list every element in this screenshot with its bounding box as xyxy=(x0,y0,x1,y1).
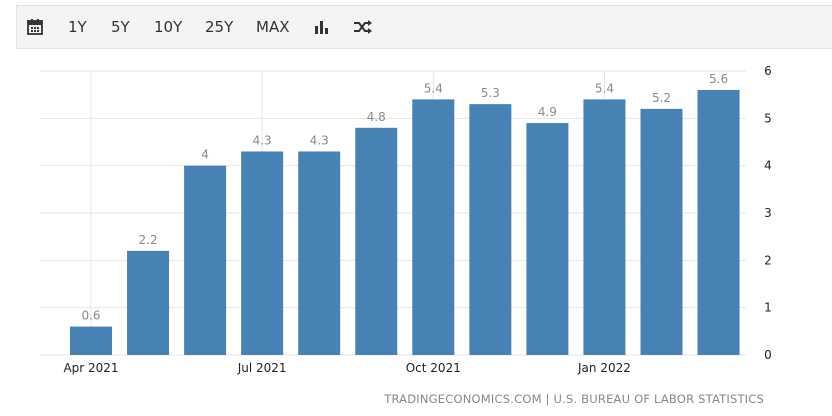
y-tick-label: 4 xyxy=(764,159,772,173)
bar xyxy=(640,108,683,355)
data-label: 4.3 xyxy=(310,133,329,147)
y-tick-label: 1 xyxy=(764,301,772,315)
bar xyxy=(697,89,740,355)
bar xyxy=(355,127,398,355)
y-tick-label: 5 xyxy=(764,111,772,125)
y-tick-label: 0 xyxy=(764,348,772,362)
x-tick-label: Jan 2022 xyxy=(577,361,631,375)
data-label: 5.3 xyxy=(481,86,500,100)
shuffle-icon[interactable] xyxy=(353,6,373,48)
data-label: 4.3 xyxy=(253,133,272,147)
range-toolbar: 1Y 5Y 10Y 25Y MAX xyxy=(16,5,832,49)
data-labels: 0.6 2.2 4 4.3 4.3 4.8 5.4 5.3 4.9 5.4 5.2 5.6 xyxy=(81,72,728,323)
bar xyxy=(298,151,341,355)
calendar-icon[interactable] xyxy=(26,6,44,48)
bar xyxy=(526,123,569,355)
range-max-button[interactable]: MAX xyxy=(256,18,290,36)
data-label: 5.4 xyxy=(424,81,443,95)
y-axis: 0 1 2 3 4 5 6 xyxy=(764,64,772,362)
y-tick-label: 3 xyxy=(764,206,772,220)
range-25y-button[interactable]: 25Y xyxy=(205,18,234,36)
data-label: 2.2 xyxy=(139,233,158,247)
x-axis: Apr 2021 Jul 2021 Oct 2021 Jan 2022 xyxy=(63,361,630,375)
data-label: 5.6 xyxy=(709,72,728,86)
x-tick-label: Oct 2021 xyxy=(406,361,461,375)
bar xyxy=(241,151,284,355)
data-label: 5.4 xyxy=(595,81,614,95)
bar xyxy=(70,326,112,355)
source-credit[interactable]: TRADINGECONOMICS.COM | U.S. BUREAU OF LA… xyxy=(384,392,764,406)
bar xyxy=(184,165,227,355)
bar xyxy=(469,104,512,355)
y-tick-label: 6 xyxy=(764,64,772,78)
bar xyxy=(583,99,626,356)
bar-chart-icon[interactable] xyxy=(314,6,330,48)
data-label: 0.6 xyxy=(81,309,100,323)
x-tick-label: Apr 2021 xyxy=(63,361,118,375)
data-label: 4.9 xyxy=(538,105,557,119)
bar xyxy=(412,99,455,356)
bar xyxy=(127,250,170,355)
range-5y-button[interactable]: 5Y xyxy=(111,18,130,36)
data-label: 5.2 xyxy=(652,91,671,105)
bar-series xyxy=(70,89,740,356)
data-label: 4.8 xyxy=(367,110,386,124)
range-10y-button[interactable]: 10Y xyxy=(154,18,183,36)
range-1y-button[interactable]: 1Y xyxy=(68,18,87,36)
data-label: 4 xyxy=(201,148,209,162)
x-tick-label: Jul 2021 xyxy=(237,361,287,375)
y-tick-label: 2 xyxy=(764,253,772,267)
